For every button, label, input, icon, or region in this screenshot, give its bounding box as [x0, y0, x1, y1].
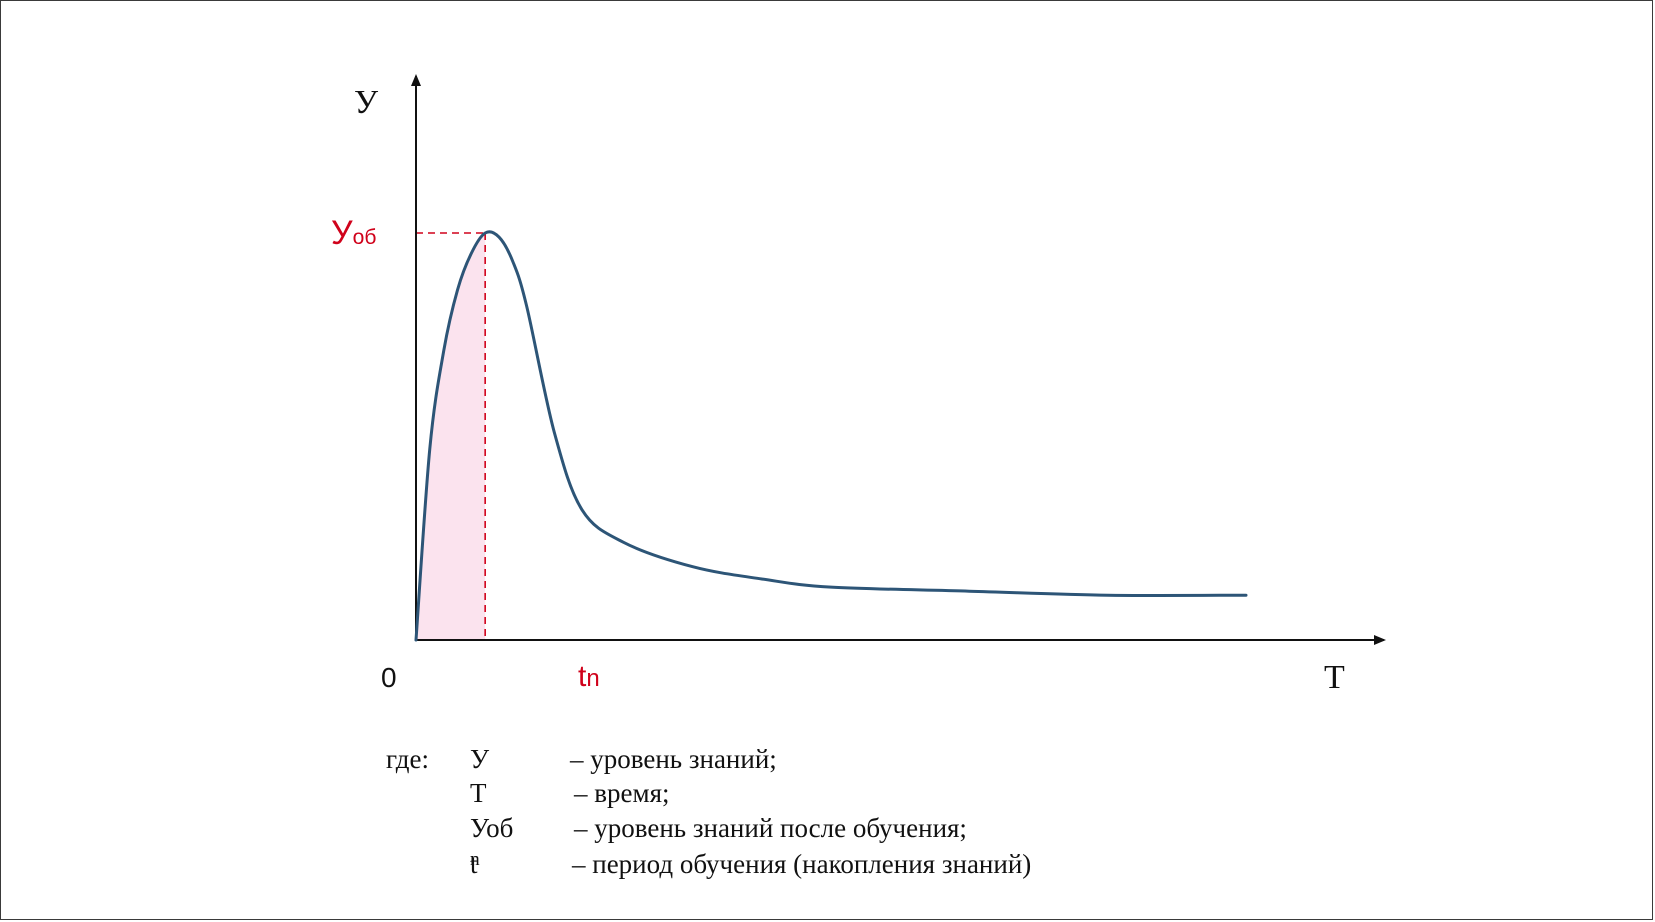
- legend-symbol-sub: n: [470, 849, 480, 870]
- legend-symbol: У: [470, 744, 490, 774]
- peak-level-label-sub: об: [352, 226, 377, 249]
- legend-description: – уровень знаний;: [570, 744, 777, 774]
- peak-level-label-main: У: [331, 214, 353, 252]
- legend-intro: где:: [386, 744, 429, 774]
- legend-row: Уоб – уровень знаний после обучения;: [386, 813, 1286, 847]
- legend-row: где: У – уровень знаний;: [386, 744, 1286, 778]
- learning-period-shading: [416, 233, 486, 640]
- x-axis-label: Т: [1324, 659, 1345, 696]
- legend-description: – время;: [574, 778, 670, 808]
- legend-symbol: Уоб: [470, 813, 514, 843]
- origin-label: 0: [381, 662, 397, 693]
- learning-period-label-sub: n: [586, 665, 600, 692]
- y-axis-label: У: [354, 84, 379, 121]
- legend-description: – период обучения (накопления знаний): [572, 849, 1032, 879]
- legend-description: – уровень знаний после обучения;: [574, 813, 967, 843]
- knowledge-level-curve: [414, 230, 1248, 642]
- legend-symbol-main: t: [470, 849, 478, 879]
- legend-row: Т – время;: [386, 778, 1286, 812]
- learning-period-label-main: t: [578, 660, 587, 693]
- legend-symbol: Т: [470, 778, 487, 808]
- learning-period-label: tn: [578, 662, 600, 692]
- peak-level-label: Уоб: [331, 216, 376, 250]
